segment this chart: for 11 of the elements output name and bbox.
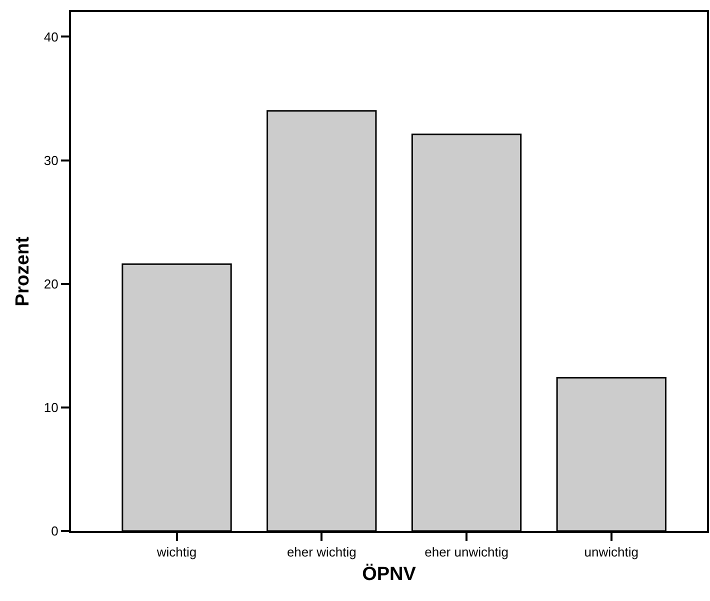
y-tick-label: 30 xyxy=(44,152,58,168)
y-axis-title: Prozent xyxy=(12,236,34,306)
y-tick-label: 10 xyxy=(44,400,58,415)
y-tick-label: 40 xyxy=(44,29,58,44)
y-tick-label: 0 xyxy=(51,524,58,539)
x-tick-label: eher wichtig xyxy=(286,544,356,560)
x-tick-label: unwichtig xyxy=(584,544,638,560)
x-axis-title: ÖPNV xyxy=(362,562,416,585)
y-tick-label: 20 xyxy=(44,276,58,292)
x-tick-label: eher unwichtig xyxy=(424,544,508,560)
x-tick-label: wichtig xyxy=(156,544,197,560)
